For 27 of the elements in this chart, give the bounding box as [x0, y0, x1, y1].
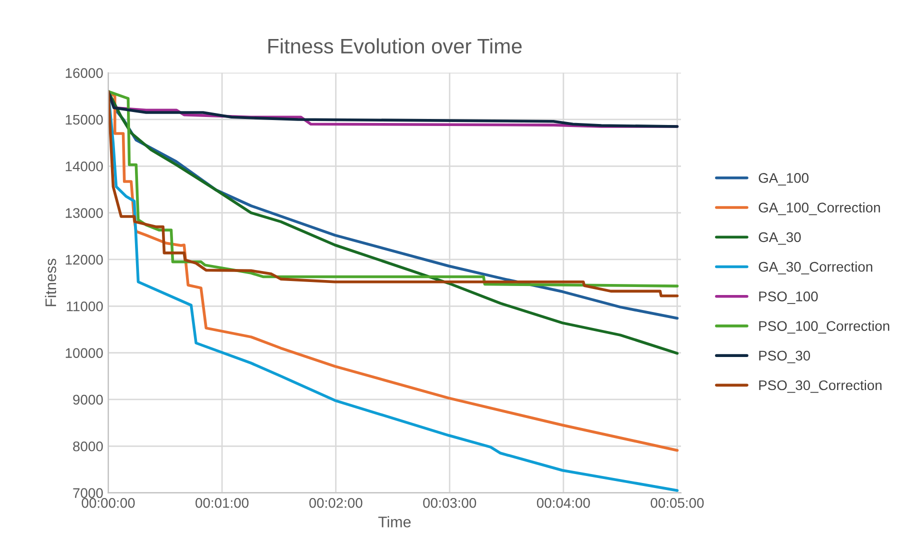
y-axis-title: Fitness — [44, 258, 56, 306]
y-tick-label: 7000 — [73, 488, 103, 498]
y-tick-label: 8000 — [73, 441, 103, 452]
y-tick-label: 12000 — [66, 254, 103, 265]
legend-label: PSO_30_Correction — [759, 380, 882, 393]
legend-label: PSO_100_Correction — [759, 320, 890, 334]
y-tick-label: 11000 — [66, 301, 103, 312]
legend-label: PSO_30 — [759, 350, 810, 364]
legend-label: GA_100_Correction — [758, 202, 880, 216]
x-tick-label: 00:00:00 — [82, 498, 135, 508]
y-tick-label: 10000 — [66, 348, 103, 358]
x-tick-label: 00:04:00 — [536, 498, 590, 508]
y-tick-label: 16000 — [66, 68, 103, 78]
y-tick-label: 13000 — [66, 208, 103, 218]
legend-label: GA_100 — [758, 173, 809, 186]
y-tick-label: 9000 — [73, 394, 103, 405]
y-tick-label: 15000 — [66, 114, 103, 125]
x-axis-title: Time — [378, 516, 411, 528]
x-tick-label: 00:01:00 — [196, 498, 249, 508]
chart-title: Fitness Evolution over Time — [268, 38, 522, 54]
legend-label: PSO_100 — [759, 292, 818, 304]
legend-label: GA_30 — [758, 232, 801, 245]
x-tick-label: 00:02:00 — [309, 498, 362, 508]
x-tick-label: 00:03:00 — [423, 498, 476, 508]
x-tick-label: 00:05:00 — [650, 498, 704, 508]
y-tick-label: 14000 — [66, 161, 103, 172]
legend-label: GA_30_Correction — [758, 262, 872, 274]
